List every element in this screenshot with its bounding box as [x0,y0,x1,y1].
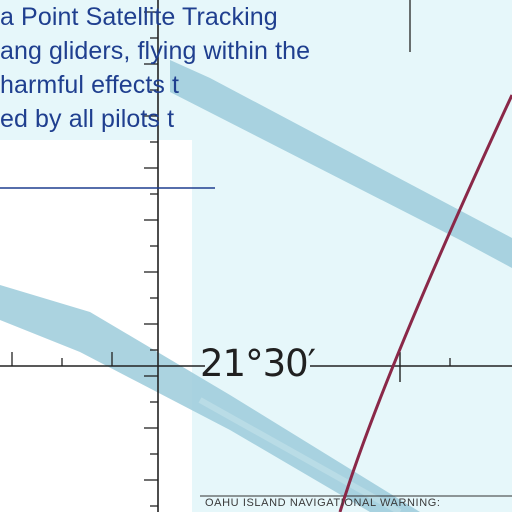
chart-notice-line: ang gliders, flying within the [0,37,311,65]
latitude-label: 21°30′ [200,342,316,385]
airway-band-upper [170,60,512,268]
restricted-area-boundary [338,94,512,512]
navigational-warning: OAHU ISLAND NAVIGATIONAL WARNING: [205,497,441,509]
airway-centerline [198,397,402,512]
longitude-ticks [11,352,451,366]
latitude-ticks [144,11,158,507]
water-area-top [0,0,192,140]
chart-notice-line: a Point Satellite Tracking [0,3,278,31]
chart-notice-line: harmful effects t [0,71,180,99]
chart-notice-line: ed by all pilots t [0,105,175,133]
airway-band-lower [0,285,420,512]
